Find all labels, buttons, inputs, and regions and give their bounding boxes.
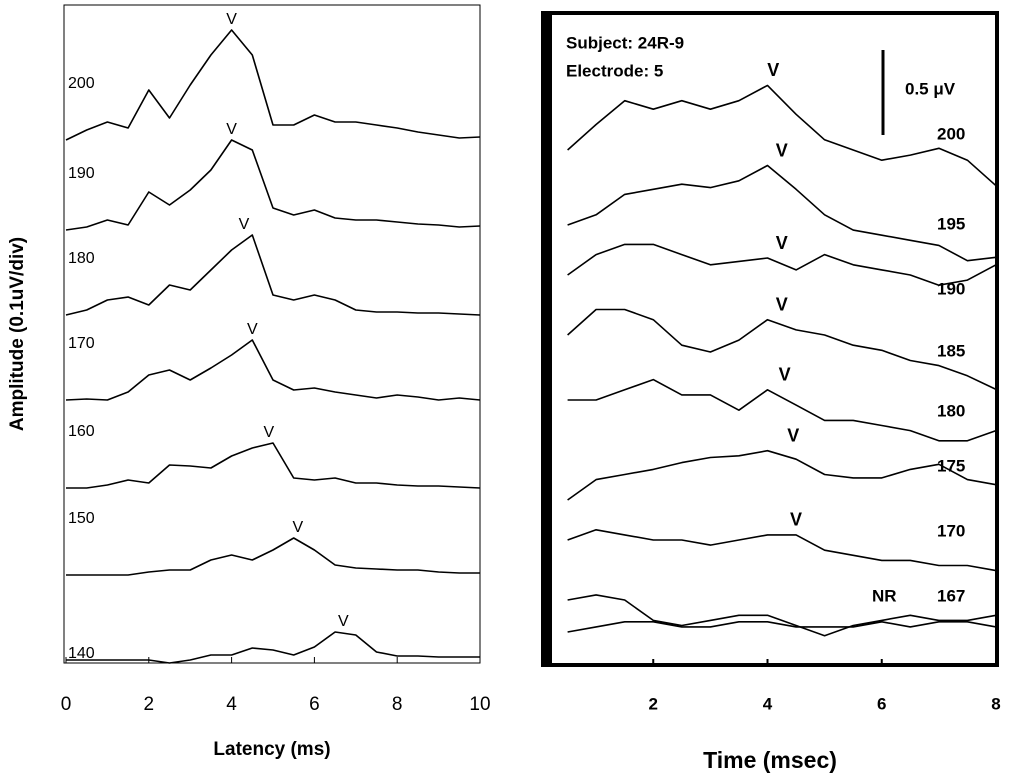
trace-label: 185 — [937, 341, 965, 360]
trace — [567, 164, 997, 262]
trace-label: 170 — [937, 521, 965, 540]
trace-label: 200 — [68, 75, 95, 92]
trace — [567, 621, 997, 633]
peak-marker: V — [776, 233, 788, 253]
trace — [567, 449, 997, 501]
trace — [567, 243, 997, 286]
trace-label: NR — [872, 586, 897, 605]
x-tick-label: 6 — [877, 694, 886, 713]
peak-marker: V — [790, 510, 802, 530]
peak-marker: V — [338, 613, 349, 630]
x-tick-label: 10 — [469, 694, 490, 715]
peak-marker: V — [226, 121, 237, 138]
trace — [66, 442, 481, 489]
trace-label: 200 — [937, 124, 965, 143]
peak-marker: V — [239, 216, 250, 233]
trace — [66, 537, 480, 576]
trace — [567, 84, 997, 187]
peak-marker: V — [264, 424, 275, 441]
scale-bar-label: 0.5 μV — [905, 79, 956, 98]
stimulus-bar — [541, 13, 552, 665]
peak-marker: V — [776, 294, 788, 314]
x-tick-label: 4 — [226, 694, 237, 715]
x-tick-label: 2 — [144, 694, 155, 715]
trace-label: 150 — [68, 510, 95, 527]
x-tick-label: 8 — [991, 694, 1000, 713]
trace-label: 170 — [68, 335, 95, 352]
trace-label: 180 — [937, 401, 965, 420]
trace — [567, 308, 997, 391]
trace — [65, 339, 481, 401]
trace-label: 160 — [68, 423, 95, 440]
peak-marker: V — [779, 365, 791, 385]
trace-label: 190 — [68, 165, 95, 182]
left-x-label: Latency (ms) — [213, 739, 330, 760]
x-tick-label: 6 — [309, 694, 320, 715]
trace — [567, 378, 997, 442]
x-tick-label: 0 — [61, 694, 72, 715]
right-x-label: Time (msec) — [703, 747, 837, 773]
x-tick-label: 8 — [392, 694, 403, 715]
trace-label: 195 — [937, 214, 965, 233]
trace-label: 175 — [937, 456, 965, 475]
peak-marker: V — [787, 425, 799, 445]
trace — [65, 139, 481, 231]
peak-marker: V — [247, 321, 258, 338]
peak-marker: V — [767, 60, 779, 80]
trace — [66, 631, 480, 664]
left-frame — [63, 4, 481, 664]
trace-label: 167 — [937, 586, 965, 605]
trace — [567, 529, 997, 572]
subject-annotation: Subject: 24R-9 — [566, 33, 684, 52]
electrode-annotation: Electrode: 5 — [566, 61, 663, 80]
trace — [567, 594, 997, 637]
left-y-label: Amplitude (0.1uV/div) — [7, 237, 28, 431]
peak-marker: V — [776, 140, 788, 160]
trace — [65, 234, 481, 316]
trace-label: 140 — [68, 645, 95, 662]
trace-label: 180 — [68, 250, 95, 267]
x-tick-label: 2 — [649, 694, 658, 713]
peak-marker: V — [293, 519, 304, 536]
peak-marker: V — [226, 11, 237, 28]
right-frame — [541, 11, 999, 667]
trace-label: 190 — [937, 279, 965, 298]
x-tick-label: 4 — [763, 694, 773, 713]
trace — [65, 29, 481, 141]
